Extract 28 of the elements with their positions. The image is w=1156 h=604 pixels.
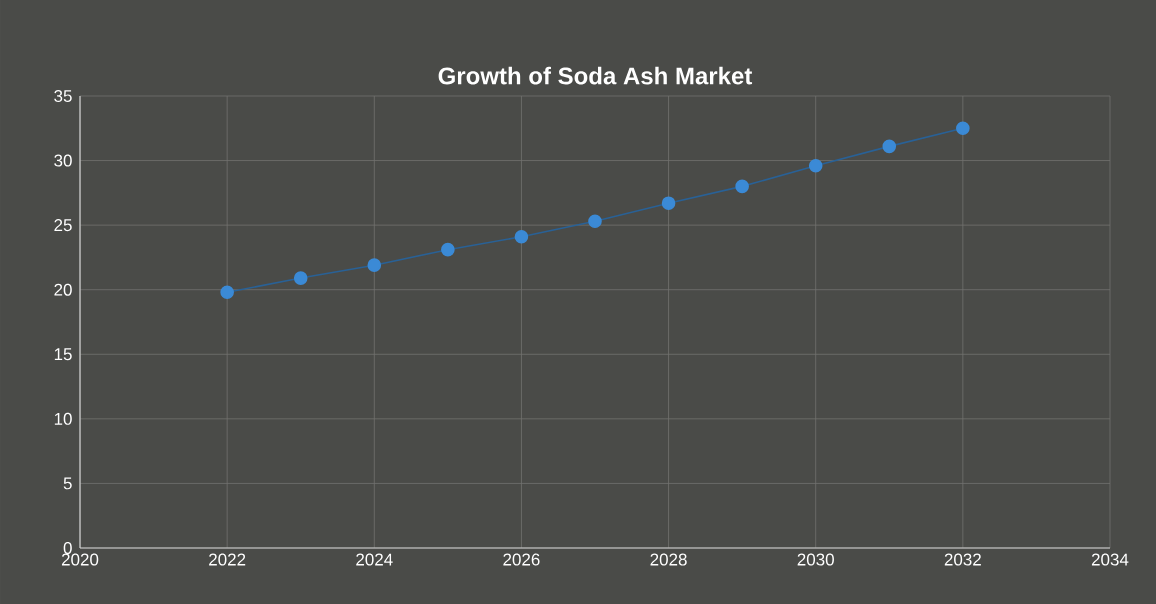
- x-tick-label: 2020: [61, 553, 99, 566]
- y-tick-label: 10: [54, 412, 72, 425]
- y-tick-label: 30: [54, 154, 72, 167]
- x-tick-label: 2024: [356, 553, 393, 566]
- y-tick-label: 25: [54, 219, 72, 232]
- point: [293, 271, 308, 285]
- chart-title: Growth of Soda Ash Market: [438, 66, 753, 85]
- y-tick-label: 20: [54, 283, 72, 296]
- x-tick-label: 2028: [650, 553, 687, 566]
- point: [220, 285, 234, 300]
- point: [367, 258, 382, 272]
- point: [956, 121, 970, 136]
- point: [441, 242, 455, 257]
- point: [735, 179, 749, 194]
- point: [882, 139, 897, 154]
- x-tick-label: 2030: [797, 553, 834, 566]
- y-tick-label: 0: [63, 541, 72, 555]
- point: [588, 214, 602, 229]
- x-tick-label: 2032: [944, 553, 981, 566]
- x-tick-label: 2034: [1091, 553, 1129, 566]
- x-tick-label: 2022: [209, 553, 246, 566]
- point: [808, 158, 823, 173]
- y-tick-label: 5: [63, 477, 72, 490]
- y-tick-label: 15: [54, 348, 72, 361]
- point: [514, 229, 529, 244]
- x-tick-label: 2026: [503, 553, 540, 566]
- y-tick-label: 35: [54, 89, 72, 103]
- point: [661, 196, 676, 210]
